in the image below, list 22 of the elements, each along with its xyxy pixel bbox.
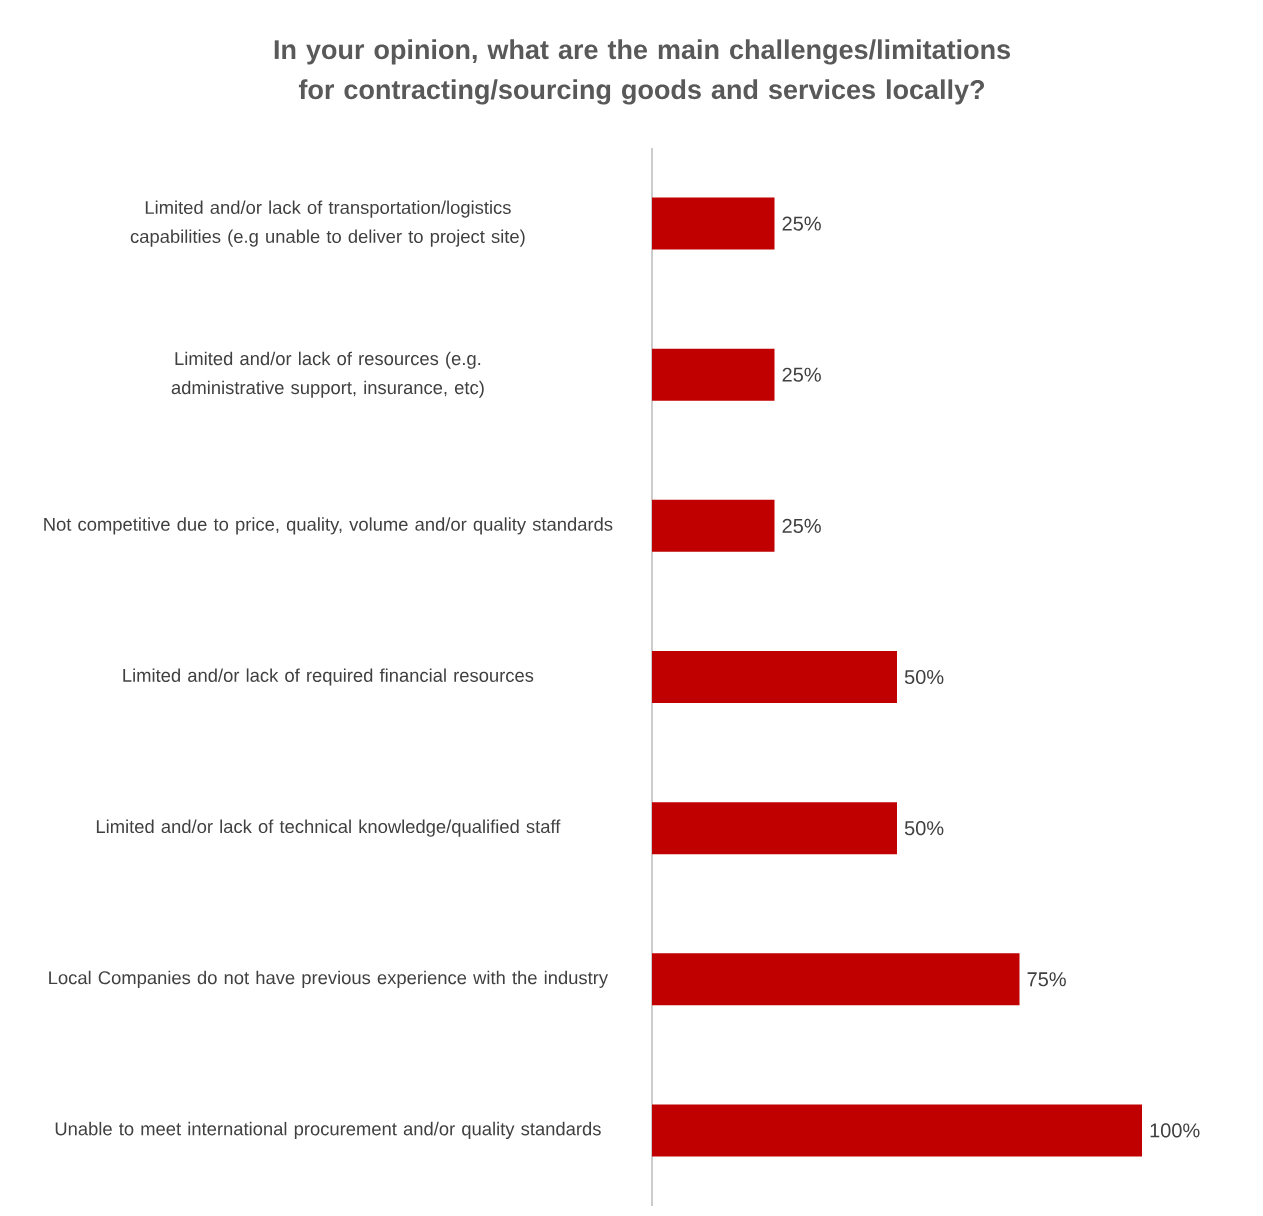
chart-title: In your opinion, what are the main challenges/limitations for contracting/sourcing goods and services locally? bbox=[274, 39, 1011, 105]
bar bbox=[652, 651, 897, 704]
data-label: 50% bbox=[904, 821, 944, 836]
y-tick-label: Limited and/or lack of transportation/logistics capabilities (e.g unable to deliver to project site) bbox=[130, 200, 525, 247]
data-label: 50% bbox=[904, 669, 944, 685]
y-tick-label: Local Companies do not have previous experience with the industry bbox=[49, 970, 609, 988]
data-label: 25% bbox=[782, 518, 821, 533]
data-label: 100% bbox=[1150, 1123, 1200, 1138]
bar bbox=[652, 1104, 1143, 1157]
bar bbox=[652, 348, 775, 401]
data-label: 25% bbox=[782, 367, 821, 382]
y-tick-label: Not competitive due to price, quality, volume and/or quality standards bbox=[44, 517, 613, 535]
y-tick-label: Limited and/or lack of resources (e.g. administrative support, insurance, etc) bbox=[171, 351, 484, 398]
bar bbox=[652, 197, 775, 250]
bar bbox=[652, 499, 775, 552]
y-tick-label: Limited and/or lack of technical knowledge/qualified staff bbox=[96, 819, 561, 837]
data-label: 25% bbox=[782, 216, 821, 231]
y-tick-label: Limited and/or lack of required financial resources bbox=[123, 668, 534, 686]
bar bbox=[652, 802, 897, 855]
y-tick-label: Unable to meet international procurement and/or quality standards bbox=[55, 1121, 601, 1140]
bar bbox=[652, 953, 1020, 1006]
data-label: 75% bbox=[1027, 972, 1066, 987]
